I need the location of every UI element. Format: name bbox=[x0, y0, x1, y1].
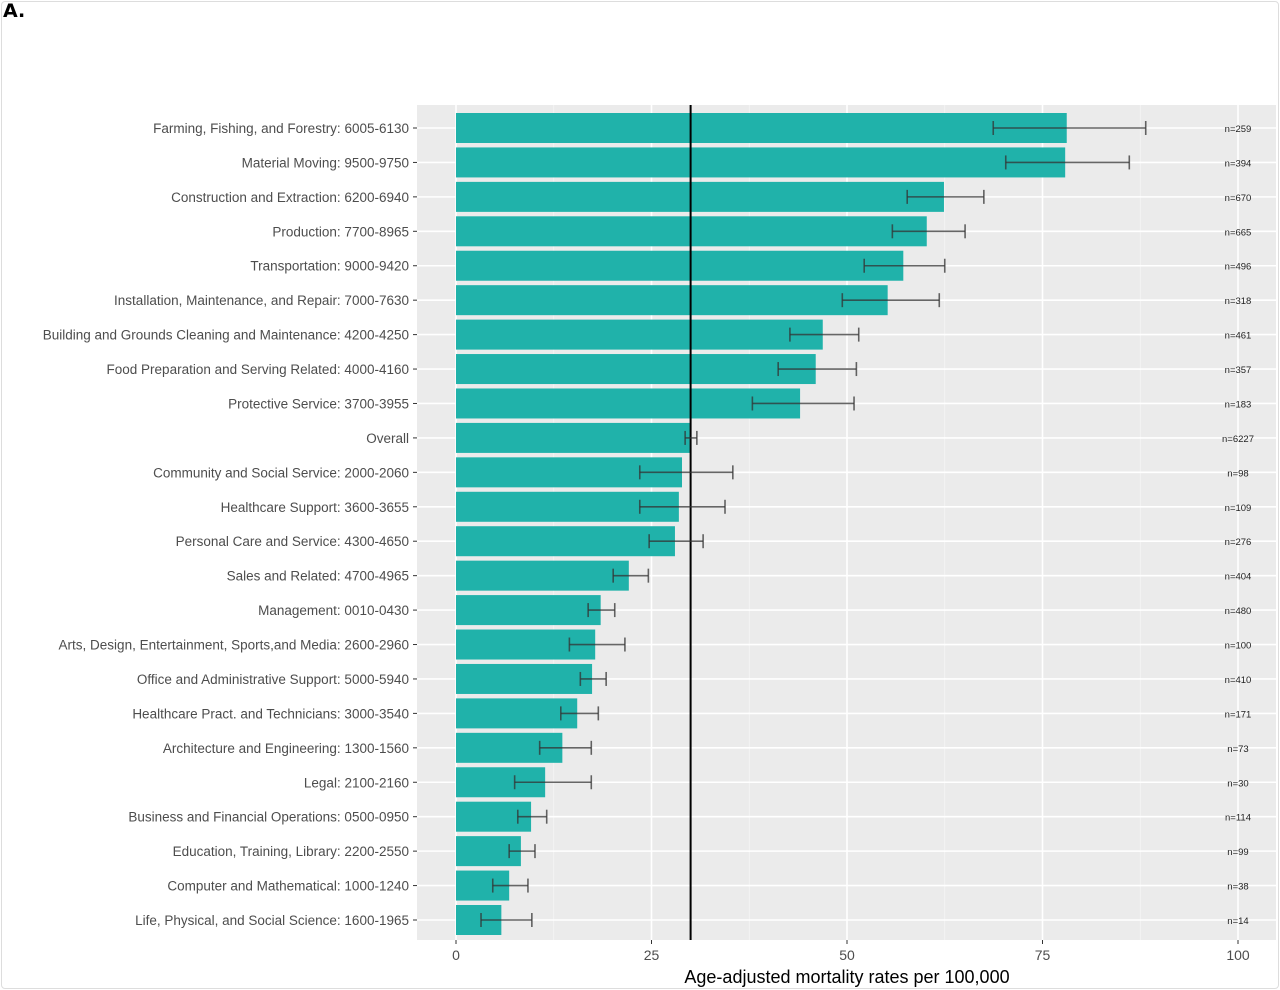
category-label: Healthcare Support: 3600-3655 bbox=[221, 500, 409, 515]
category-label: Protective Service: 3700-3955 bbox=[228, 396, 409, 411]
category-label: Education, Training, Library: 2200-2550 bbox=[173, 844, 409, 859]
n-label: n=404 bbox=[1225, 572, 1252, 583]
category-label: Computer and Mathematical: 1000-1240 bbox=[167, 879, 409, 894]
x-tick-label: 50 bbox=[839, 947, 855, 963]
error-bar bbox=[648, 534, 704, 549]
category-label: Construction and Extraction: 6200-6940 bbox=[171, 190, 409, 205]
bar bbox=[456, 663, 593, 694]
category-label: Business and Financial Operations: 0500-… bbox=[128, 810, 409, 825]
error-bar bbox=[538, 740, 593, 755]
x-tick-label: 0 bbox=[452, 947, 460, 963]
error-bar bbox=[863, 258, 946, 273]
category-label: Building and Grounds Cleaning and Mainte… bbox=[43, 328, 409, 343]
n-label: n=276 bbox=[1225, 537, 1252, 548]
n-label: n=318 bbox=[1225, 296, 1252, 307]
error-bar bbox=[579, 671, 607, 686]
bar bbox=[456, 319, 823, 350]
n-label: n=480 bbox=[1225, 606, 1252, 617]
error-bar bbox=[891, 224, 966, 239]
error-bar bbox=[789, 327, 860, 342]
bar bbox=[456, 526, 675, 557]
category-label: Community and Social Service: 2000-2060 bbox=[153, 465, 409, 480]
category-label: Life, Physical, and Social Science: 1600… bbox=[135, 913, 409, 928]
n-label: n=100 bbox=[1225, 641, 1252, 652]
bar bbox=[456, 113, 1067, 143]
n-label: n=259 bbox=[1225, 124, 1252, 135]
category-label: Architecture and Engineering: 1300-1560 bbox=[163, 741, 409, 756]
x-tick-label: 100 bbox=[1226, 947, 1250, 963]
n-label: n=38 bbox=[1227, 882, 1248, 893]
error-bar bbox=[513, 775, 593, 790]
n-label: n=410 bbox=[1225, 675, 1252, 686]
n-label: n=357 bbox=[1225, 365, 1252, 376]
n-label: n=394 bbox=[1225, 158, 1252, 169]
error-bar bbox=[491, 878, 529, 893]
error-bar bbox=[751, 396, 855, 411]
category-label: Transportation: 9000-9420 bbox=[250, 259, 409, 274]
error-bar bbox=[906, 189, 985, 204]
bar bbox=[456, 560, 629, 591]
error-bar bbox=[480, 913, 533, 927]
category-label: Personal Care and Service: 4300-4650 bbox=[176, 534, 409, 549]
bar bbox=[456, 285, 888, 316]
bar bbox=[456, 354, 816, 385]
x-tick-label: 25 bbox=[644, 947, 660, 963]
error-bar bbox=[684, 430, 698, 445]
category-label: Office and Administrative Support: 5000-… bbox=[137, 672, 409, 687]
category-label: Healthcare Pract. and Technicians: 3000-… bbox=[132, 706, 409, 721]
category-label: Overall bbox=[366, 431, 409, 446]
category-label: Food Preparation and Serving Related: 40… bbox=[107, 362, 409, 377]
category-label: Sales and Related: 4700-4965 bbox=[227, 569, 409, 584]
n-label: n=14 bbox=[1227, 916, 1248, 927]
bar bbox=[456, 595, 601, 626]
bar bbox=[456, 181, 944, 212]
n-label: n=670 bbox=[1225, 193, 1252, 204]
n-label: n=496 bbox=[1225, 262, 1252, 273]
error-bar bbox=[568, 637, 626, 652]
n-label: n=461 bbox=[1225, 331, 1252, 342]
error-bar bbox=[1004, 155, 1131, 170]
category-label: Legal: 2100-2160 bbox=[304, 775, 409, 790]
error-bar bbox=[638, 499, 726, 514]
n-label: n=171 bbox=[1225, 709, 1252, 720]
n-label: n=73 bbox=[1227, 744, 1248, 755]
n-label: n=6227 bbox=[1222, 434, 1254, 445]
bar bbox=[456, 388, 801, 419]
bar bbox=[456, 422, 690, 453]
error-bar bbox=[516, 809, 548, 824]
error-bar bbox=[841, 293, 941, 308]
error-bar bbox=[777, 362, 858, 377]
error-bar bbox=[612, 568, 650, 583]
error-bar bbox=[638, 465, 734, 480]
category-label: Installation, Maintenance, and Repair: 7… bbox=[114, 293, 409, 308]
error-bar bbox=[508, 844, 536, 859]
category-label: Farming, Fishing, and Forestry: 6005-613… bbox=[153, 121, 409, 136]
category-label: Material Moving: 9500-9750 bbox=[242, 155, 409, 170]
x-axis-title: Age-adjusted mortality rates per 100,000 bbox=[684, 967, 1009, 987]
x-tick-label: 75 bbox=[1035, 947, 1051, 963]
n-label: n=183 bbox=[1225, 399, 1252, 410]
n-label: n=109 bbox=[1225, 503, 1252, 514]
n-label: n=30 bbox=[1227, 778, 1248, 789]
n-label: n=665 bbox=[1225, 227, 1252, 238]
bar bbox=[456, 147, 1066, 178]
error-bar bbox=[587, 603, 616, 618]
n-label: n=114 bbox=[1225, 813, 1251, 824]
category-label: Production: 7700-8965 bbox=[272, 224, 409, 239]
category-label: Management: 0010-0430 bbox=[258, 603, 409, 618]
n-label: n=98 bbox=[1227, 468, 1248, 479]
bar bbox=[456, 250, 904, 281]
bar bbox=[456, 698, 578, 729]
n-label: n=99 bbox=[1227, 847, 1248, 858]
error-bar bbox=[992, 121, 1147, 135]
category-label: Arts, Design, Entertainment, Sports,and … bbox=[59, 638, 409, 653]
panel-label: A. bbox=[3, 0, 26, 22]
error-bar bbox=[559, 706, 600, 721]
